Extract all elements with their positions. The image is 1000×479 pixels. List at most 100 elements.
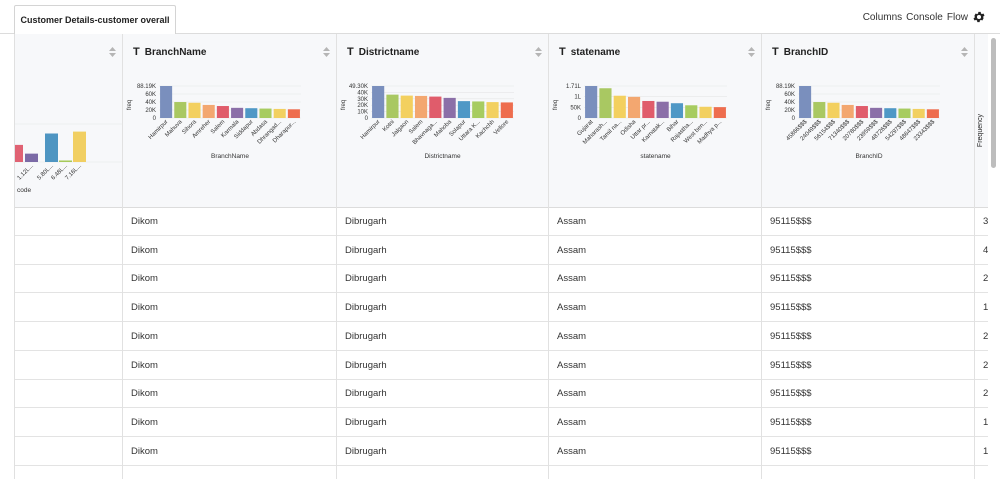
- table-cell[interactable]: 95115$$$: [762, 265, 974, 294]
- table-cell[interactable]: Dibrugarh: [337, 265, 548, 294]
- histogram-bar[interactable]: [827, 102, 840, 118]
- histogram-bar[interactable]: [841, 104, 854, 118]
- column-header-frequency[interactable]: Frequency: [975, 34, 988, 208]
- sort-icon[interactable]: [535, 47, 542, 57]
- table-cell[interactable]: Dibrugarh: [337, 294, 548, 323]
- table-cell[interactable]: 1: [975, 409, 988, 437]
- table-cell[interactable]: Dikom: [123, 323, 336, 351]
- histogram-bar[interactable]: [73, 131, 86, 162]
- histogram-bar[interactable]: [926, 109, 939, 118]
- histogram-bar[interactable]: [627, 96, 641, 118]
- histogram-bar[interactable]: [599, 88, 612, 118]
- histogram-bar[interactable]: [713, 107, 726, 118]
- table-cell[interactable]: 95115$$$: [762, 294, 974, 323]
- table-cell[interactable]: Assam: [549, 265, 761, 294]
- table-cell[interactable]: [15, 323, 122, 351]
- histogram-bar[interactable]: [188, 102, 201, 118]
- histogram-bar[interactable]: [898, 108, 911, 118]
- table-cell[interactable]: Assam: [549, 237, 761, 265]
- table-cell[interactable]: Dibrugarh: [337, 438, 548, 466]
- histogram-bar[interactable]: [174, 102, 187, 118]
- tab-customer-details[interactable]: Customer Details-customer overall: [14, 5, 176, 35]
- histogram-bar[interactable]: [386, 94, 399, 118]
- table-cell[interactable]: [15, 237, 122, 265]
- histogram-bar[interactable]: [912, 108, 925, 118]
- table-cell[interactable]: [15, 208, 122, 236]
- columns-link[interactable]: Columns: [862, 11, 903, 23]
- table-cell[interactable]: Assam: [549, 208, 761, 236]
- table-cell[interactable]: 2: [975, 323, 988, 351]
- console-link[interactable]: Console: [906, 11, 943, 23]
- table-cell[interactable]: 95115$$$: [762, 438, 974, 466]
- histogram-bar[interactable]: [45, 133, 58, 163]
- histogram-bar[interactable]: [15, 144, 23, 162]
- histogram-bar[interactable]: [884, 108, 897, 118]
- histogram-bar[interactable]: [799, 86, 812, 118]
- table-cell[interactable]: Dibrugarh: [337, 352, 548, 380]
- table-cell[interactable]: [15, 265, 122, 294]
- table-cell[interactable]: 2: [975, 380, 988, 409]
- histogram-bar[interactable]: [685, 105, 698, 118]
- table-cell[interactable]: Assam: [549, 380, 761, 409]
- table-cell[interactable]: 1: [975, 438, 988, 466]
- histogram-bar[interactable]: [443, 97, 456, 118]
- table-cell[interactable]: 95115$$$: [762, 237, 974, 265]
- table-cell[interactable]: 95115$$$: [762, 380, 974, 409]
- histogram-bar[interactable]: [855, 106, 868, 118]
- table-cell[interactable]: Dikom: [123, 352, 336, 380]
- histogram-bar[interactable]: [25, 153, 38, 162]
- table-cell[interactable]: Dikom: [123, 380, 336, 409]
- table-cell[interactable]: 1: [975, 294, 988, 323]
- histogram-bar[interactable]: [472, 101, 485, 118]
- column-header-districtname[interactable]: T Districtname freq 49.30K 40K 30K 20K 10K 0 Ha…: [337, 34, 548, 208]
- histogram-bar[interactable]: [870, 107, 883, 118]
- table-cell[interactable]: Dikom: [123, 265, 336, 294]
- sort-icon[interactable]: [323, 47, 330, 57]
- histogram-bar[interactable]: [245, 108, 258, 118]
- histogram-bar[interactable]: [429, 96, 442, 118]
- histogram-bar[interactable]: [613, 95, 626, 118]
- gear-icon[interactable]: [972, 10, 986, 24]
- column-header-statename[interactable]: T statename freq 1.71L 1L 50K 0 Gujarat Mahara…: [549, 34, 761, 208]
- histogram-bar[interactable]: [59, 160, 72, 162]
- table-cell[interactable]: 95115$$$: [762, 208, 974, 236]
- histogram-bar[interactable]: [699, 106, 712, 118]
- table-cell[interactable]: Dikom: [123, 438, 336, 466]
- table-cell[interactable]: Assam: [549, 409, 761, 437]
- table-cell[interactable]: 2: [975, 352, 988, 380]
- sort-icon[interactable]: [109, 47, 116, 57]
- table-cell[interactable]: 95115$$$: [762, 409, 974, 437]
- histogram-bar[interactable]: [642, 100, 655, 118]
- table-cell[interactable]: Dikom: [123, 208, 336, 236]
- histogram-bar[interactable]: [400, 95, 413, 118]
- table-cell[interactable]: 95115$$$: [762, 323, 974, 351]
- histogram-bar[interactable]: [414, 95, 428, 118]
- column-header-branchname[interactable]: T BranchName freq 88.19K 60K 40K 20K 0 Hamirpu…: [123, 34, 336, 208]
- table-cell[interactable]: Dikom: [123, 409, 336, 437]
- table-cell[interactable]: Dikom: [123, 294, 336, 323]
- table-cell[interactable]: [15, 294, 122, 323]
- table-cell[interactable]: 2: [975, 265, 988, 294]
- table-cell[interactable]: Dibrugarh: [337, 380, 548, 409]
- table-cell[interactable]: Dikom: [123, 237, 336, 265]
- histogram-bar[interactable]: [585, 86, 598, 118]
- table-cell[interactable]: 95115$$$: [762, 352, 974, 380]
- table-cell[interactable]: Dibrugarh: [337, 409, 548, 437]
- histogram-bar[interactable]: [372, 86, 385, 118]
- flow-link[interactable]: Flow: [946, 11, 968, 23]
- column-header-branchid[interactable]: T BranchID freq 88.19K 60K 40K 20K 0 45866$$$ 2…: [762, 34, 974, 208]
- histogram-bar[interactable]: [670, 103, 684, 118]
- histogram-bar[interactable]: [656, 101, 669, 118]
- histogram-bar[interactable]: [216, 106, 229, 118]
- table-cell[interactable]: Assam: [549, 352, 761, 380]
- table-cell[interactable]: Assam: [549, 294, 761, 323]
- table-cell[interactable]: Dibrugarh: [337, 208, 548, 236]
- histogram-bar[interactable]: [160, 86, 173, 118]
- table-cell[interactable]: 4: [975, 237, 988, 265]
- scrollbar-thumb[interactable]: [991, 38, 996, 168]
- table-cell[interactable]: Dibrugarh: [337, 237, 548, 265]
- table-cell[interactable]: [15, 409, 122, 437]
- table-cell[interactable]: [15, 380, 122, 409]
- table-cell[interactable]: Dibrugarh: [337, 323, 548, 351]
- histogram-bar[interactable]: [273, 108, 286, 118]
